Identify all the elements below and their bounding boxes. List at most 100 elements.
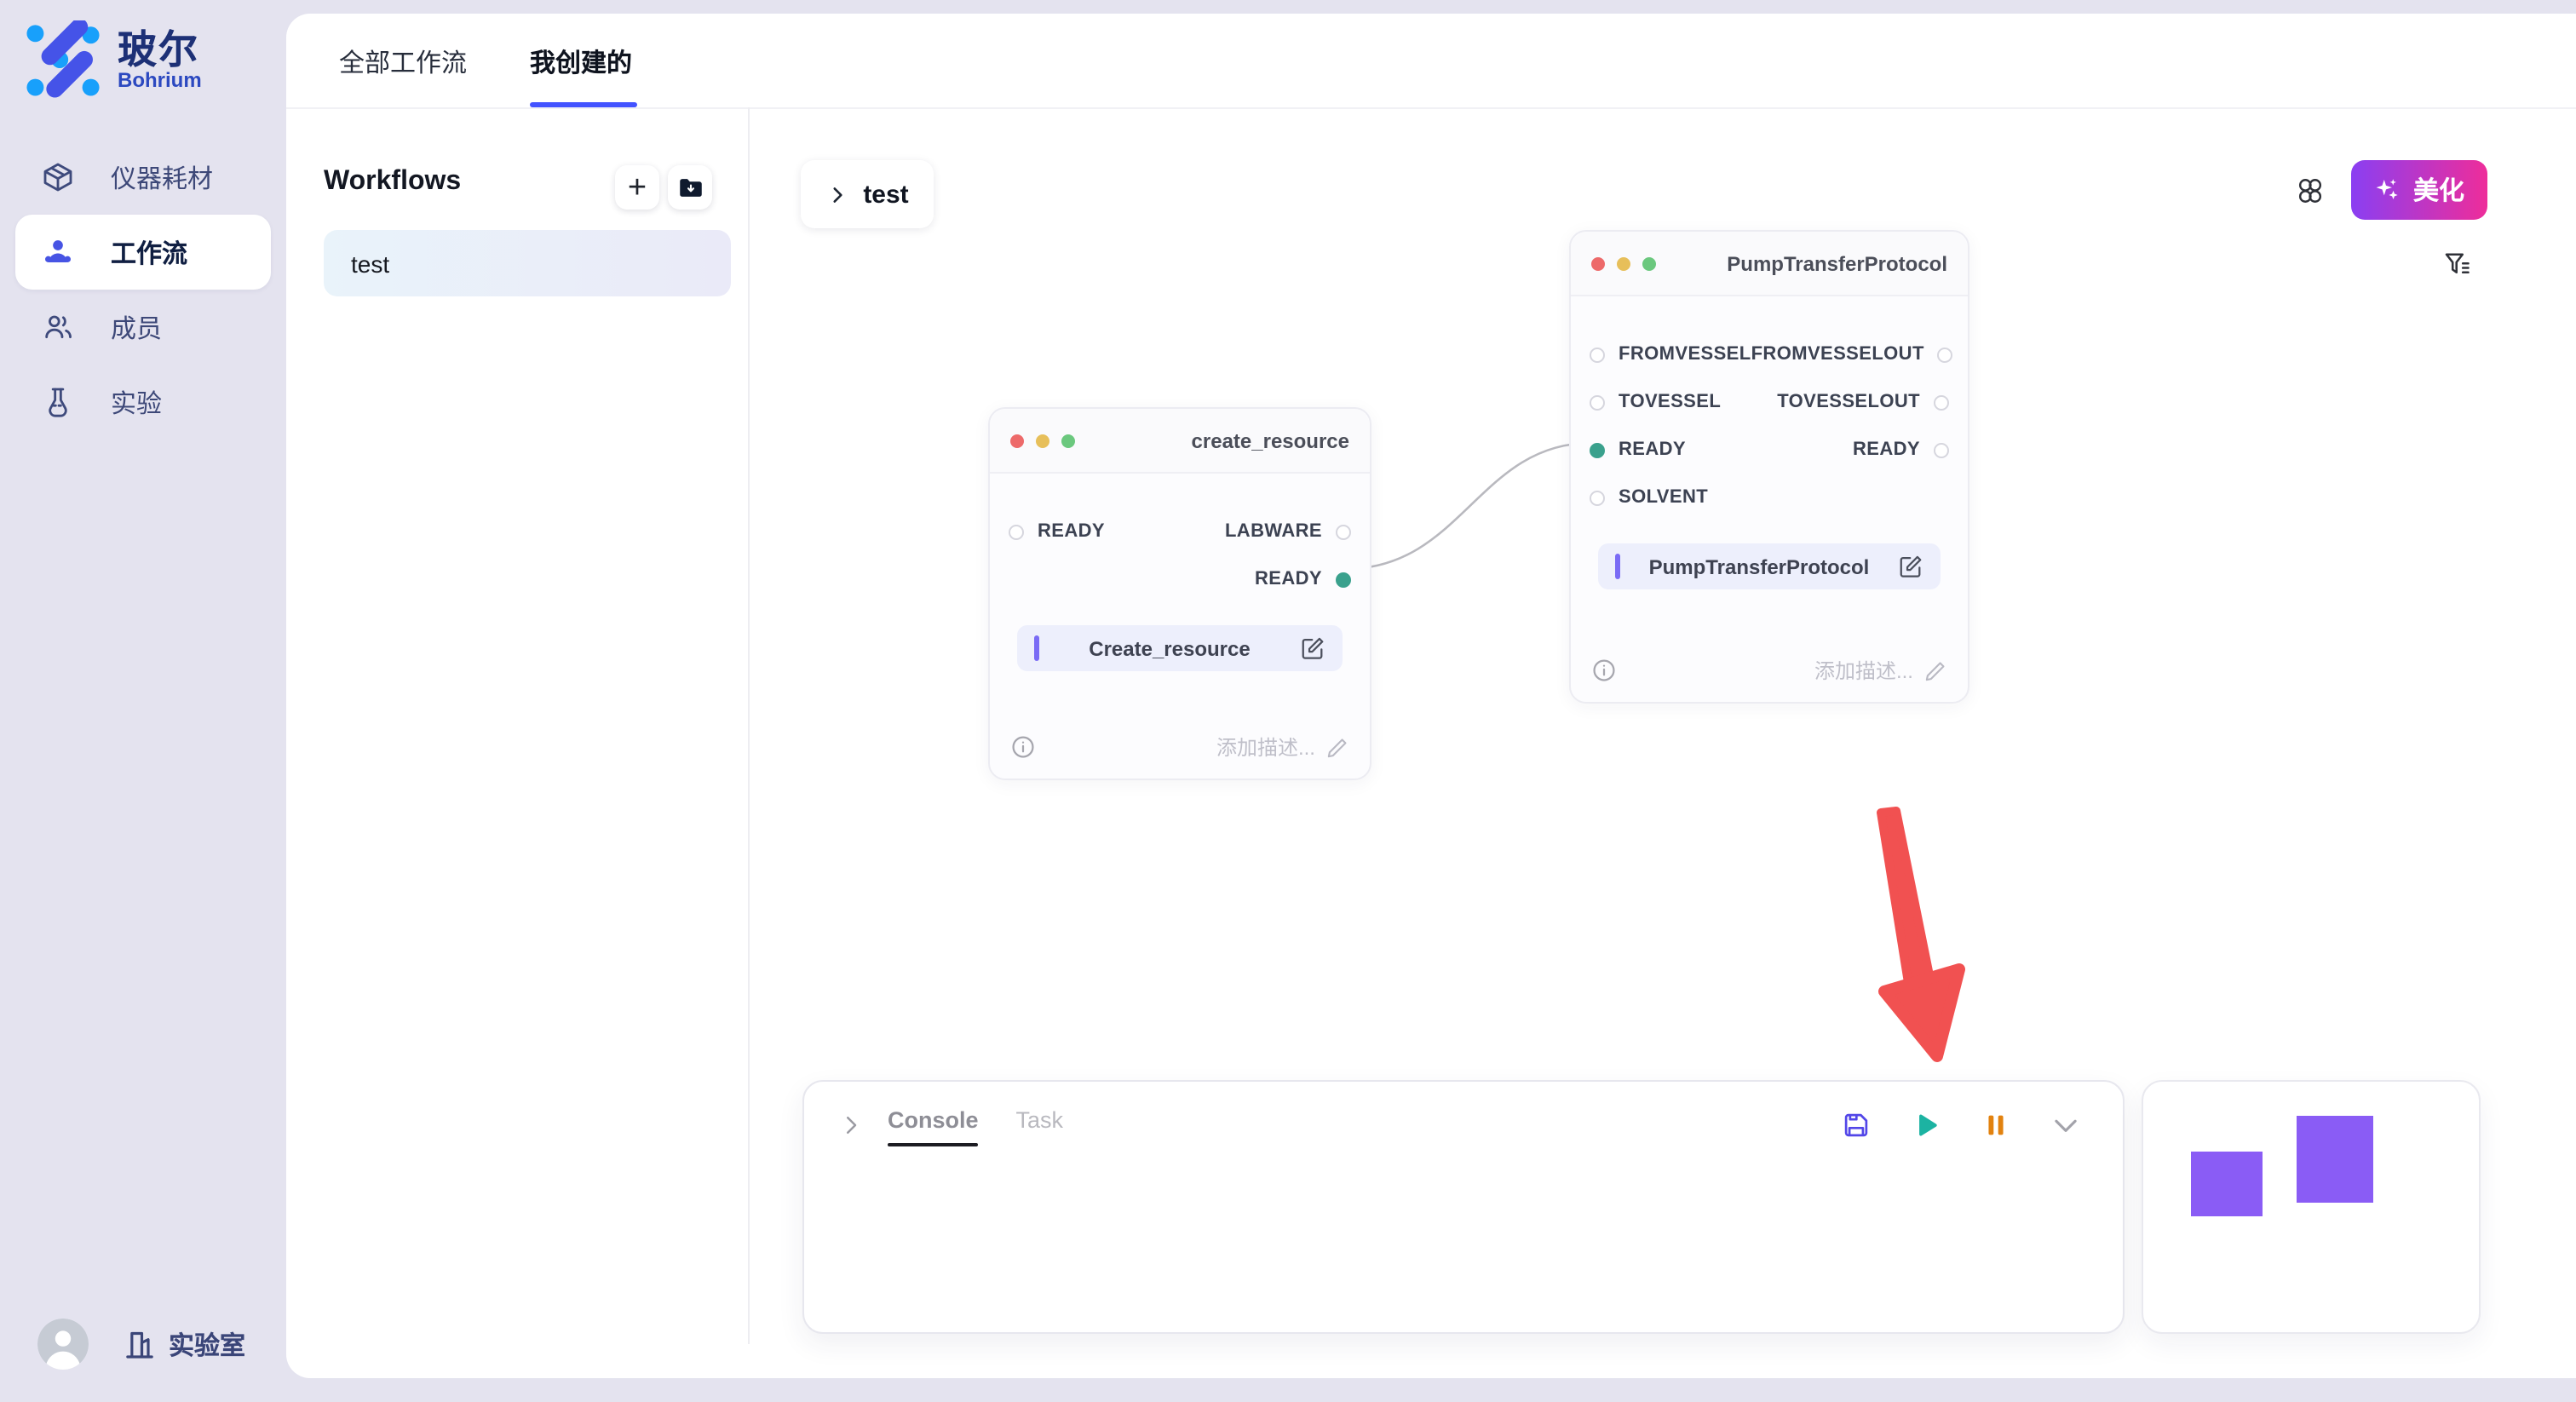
port-label: FROMVESSEL	[1619, 344, 1751, 365]
sidebar-item-workflow[interactable]: 工作流	[15, 215, 271, 290]
port-circle[interactable]	[1590, 394, 1605, 410]
port-circle[interactable]	[1934, 394, 1949, 410]
import-folder-button[interactable]	[668, 165, 712, 210]
lab-switcher[interactable]: 实验室	[123, 1326, 245, 1362]
port-circle[interactable]	[1590, 490, 1605, 505]
chevron-down-icon[interactable]	[2050, 1108, 2082, 1141]
node-title: create_resource	[1191, 428, 1349, 452]
lab-label: 实验室	[169, 1331, 246, 1360]
folder-download-icon	[679, 178, 701, 196]
add-workflow-button[interactable]: +	[615, 165, 659, 210]
save-icon[interactable]	[1840, 1108, 1872, 1141]
port-row: TOVESSEL TOVESSELOUT	[1571, 378, 1968, 426]
traffic-dots	[1010, 434, 1075, 447]
sidebar-item-experiments[interactable]: 实验	[0, 365, 286, 440]
node-action-pill[interactable]: PumpTransferProtocol	[1598, 543, 1941, 589]
layout-grid-icon[interactable]	[2295, 175, 2326, 206]
port-label: TOVESSEL	[1619, 392, 1722, 412]
pencil-icon	[1925, 661, 1945, 681]
avatar[interactable]	[37, 1319, 89, 1370]
minimap-node	[2191, 1152, 2263, 1216]
brand: 玻尔 Bohrium	[24, 20, 202, 99]
port-circle[interactable]	[1590, 442, 1605, 457]
tab-created-by-me[interactable]: 我创建的	[530, 49, 633, 78]
red-annotation-arrow	[1877, 807, 1965, 1062]
add-description[interactable]: 添加描述...	[1814, 656, 1947, 685]
sidebar-item-members[interactable]: 成员	[0, 290, 286, 365]
breadcrumb-label: test	[863, 180, 909, 209]
canvas-breadcrumb[interactable]: test	[801, 160, 934, 228]
output-port-labware[interactable]: LABWARE	[1225, 521, 1351, 542]
port-label: TOVESSELOUT	[1777, 392, 1920, 412]
port-label: FROMVESSELOUT	[1751, 344, 1924, 365]
dot-green	[1061, 434, 1075, 447]
port-circle[interactable]	[1934, 442, 1949, 457]
sidebar-item-label: 仪器耗材	[111, 164, 214, 193]
add-description[interactable]: 添加描述...	[1216, 733, 1349, 761]
workflows-panel-title: Workflows	[324, 167, 462, 196]
port-circle[interactable]	[1336, 572, 1351, 587]
workflow-list-item[interactable]: test	[324, 230, 731, 296]
port-circle[interactable]	[1590, 347, 1605, 362]
port-row: FROMVESSEL FROMVESSELOUT	[1571, 330, 1968, 378]
sidebar-item-instruments[interactable]: 仪器耗材	[0, 140, 286, 215]
dot-yellow	[1617, 256, 1630, 270]
main-content: 全部工作流 我创建的 Workflows + test test	[286, 14, 2576, 1378]
node-action-pill[interactable]: Create_resource	[1017, 625, 1343, 671]
tab-console[interactable]: Console	[888, 1106, 980, 1146]
port-label: LABWARE	[1224, 521, 1322, 542]
input-port-ready[interactable]: READY	[1590, 440, 1686, 460]
output-port-fromvesselout[interactable]: FROMVESSELOUT	[1751, 344, 1953, 365]
node-pump-transfer-protocol[interactable]: PumpTransferProtocol FROMVESSEL FROMVESS…	[1569, 230, 1969, 704]
port-row: SOLVENT	[1571, 474, 1968, 521]
pill-label: PumpTransferProtocol	[1648, 554, 1870, 578]
input-port-solvent[interactable]: SOLVENT	[1590, 487, 1708, 508]
minimap-node	[2297, 1116, 2373, 1203]
pause-icon[interactable]	[1980, 1108, 2012, 1141]
edit-icon[interactable]	[1898, 554, 1923, 579]
pencil-icon	[1327, 738, 1347, 757]
sidebar-nav: 仪器耗材 工作流 成员	[0, 140, 286, 440]
port-row: READY READY	[1571, 426, 1968, 474]
minimap[interactable]	[2142, 1080, 2481, 1334]
input-port-ready[interactable]: READY	[1009, 521, 1105, 542]
output-port-ready[interactable]: READY	[1853, 440, 1949, 460]
run-play-icon[interactable]	[1910, 1108, 1942, 1141]
node-footer: 添加描述...	[990, 733, 1370, 779]
collapse-chevron-icon[interactable]	[838, 1112, 864, 1137]
sidebar: 玻尔 Bohrium 仪器耗材	[0, 0, 286, 1402]
output-port-tovesselout[interactable]: TOVESSELOUT	[1777, 392, 1949, 412]
members-icon	[41, 310, 75, 344]
plus-icon: +	[627, 170, 647, 205]
port-label: READY	[1038, 521, 1106, 542]
sidebar-item-label: 成员	[111, 314, 163, 343]
port-circle[interactable]	[1336, 524, 1351, 539]
workflow-person-icon	[41, 235, 75, 269]
port-circle[interactable]	[1937, 347, 1953, 362]
input-port-tovessel[interactable]: TOVESSEL	[1590, 392, 1721, 412]
port-circle[interactable]	[1009, 524, 1024, 539]
sidebar-item-label: 工作流	[111, 239, 188, 268]
output-port-ready[interactable]: READY	[1255, 569, 1351, 589]
port-row: READY	[990, 555, 1370, 603]
beautify-button[interactable]: 美化	[2351, 160, 2487, 220]
sidebar-item-label: 实验	[111, 389, 163, 418]
bohrium-logo-icon	[26, 20, 100, 98]
info-icon[interactable]	[1010, 734, 1036, 760]
node-header: PumpTransferProtocol	[1571, 232, 1968, 296]
edit-icon[interactable]	[1300, 635, 1325, 661]
node-body: READY LABWARE READY Create_resource	[990, 474, 1370, 779]
info-icon[interactable]	[1591, 658, 1617, 683]
console-actions	[1840, 1108, 2082, 1141]
input-port-fromvessel[interactable]: FROMVESSEL	[1590, 344, 1751, 365]
beautify-label: 美化	[2412, 177, 2464, 206]
port-label: READY	[1619, 440, 1687, 460]
node-create-resource[interactable]: create_resource READY LABWARE	[988, 407, 1371, 780]
tab-task[interactable]: Task	[1015, 1106, 1064, 1132]
filter-icon[interactable]	[2441, 249, 2472, 279]
sidebar-footer: 实验室	[0, 1310, 286, 1378]
port-label: SOLVENT	[1619, 487, 1709, 508]
chevron-right-icon	[832, 187, 842, 202]
tab-all-workflows[interactable]: 全部工作流	[339, 49, 468, 78]
